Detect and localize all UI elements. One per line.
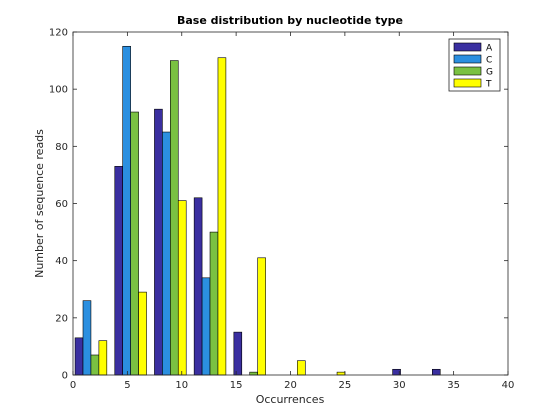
x-axis-label: Occurrences bbox=[256, 393, 325, 406]
bar-A-9 bbox=[432, 368, 441, 376]
y-tick-label: 0 bbox=[62, 371, 68, 382]
x-tick-label: 5 bbox=[124, 380, 130, 391]
bar-G-2 bbox=[170, 60, 179, 376]
x-tick-label: 0 bbox=[70, 380, 76, 391]
x-tick-label: 40 bbox=[502, 380, 515, 391]
bar-G-4 bbox=[249, 371, 258, 376]
legend-swatch-G bbox=[453, 66, 482, 76]
y-tick-label: 80 bbox=[55, 142, 68, 153]
legend-swatch-T bbox=[453, 78, 482, 88]
y-tick-label: 40 bbox=[55, 256, 68, 267]
bar-A-0 bbox=[74, 337, 84, 376]
bar-G-0 bbox=[90, 354, 100, 376]
chart-title: Base distribution by nucleotide type bbox=[177, 14, 403, 27]
bar-T-2 bbox=[177, 200, 187, 376]
bars-group bbox=[74, 45, 441, 376]
bar-C-1 bbox=[122, 45, 131, 376]
bar-C-3 bbox=[201, 277, 211, 376]
bar-C-0 bbox=[82, 300, 92, 376]
bar-A-3 bbox=[193, 197, 203, 376]
bar-T-4 bbox=[257, 257, 266, 376]
x-tick-label: 35 bbox=[447, 380, 460, 391]
x-tick-label: 15 bbox=[230, 380, 243, 391]
legend-label-T: T bbox=[485, 80, 492, 90]
bar-T-5 bbox=[297, 360, 306, 376]
bar-T-6 bbox=[336, 371, 346, 376]
y-axis: 0 20 40 60 80 100 120 bbox=[49, 28, 508, 382]
legend-label-A: A bbox=[486, 44, 493, 54]
bar-G-1 bbox=[130, 111, 139, 376]
bar-T-1 bbox=[138, 291, 147, 376]
legend-swatch-A bbox=[453, 42, 482, 52]
legend-label-G: G bbox=[486, 68, 493, 78]
bar-A-4 bbox=[233, 331, 243, 376]
bar-A-1 bbox=[114, 166, 123, 376]
y-tick-label: 60 bbox=[55, 199, 68, 210]
legend-swatch-C bbox=[453, 54, 482, 64]
bar-A-2 bbox=[154, 108, 163, 376]
legend-label-C: C bbox=[486, 56, 492, 66]
bar-T-3 bbox=[217, 57, 227, 376]
y-tick-label: 100 bbox=[49, 85, 68, 96]
bar-T-0 bbox=[98, 340, 108, 376]
y-tick-label: 20 bbox=[55, 313, 68, 324]
x-axis: 0 5 10 15 20 25 30 35 40 bbox=[70, 32, 515, 391]
bar-C-2 bbox=[162, 131, 171, 376]
x-tick-label: 25 bbox=[339, 380, 352, 391]
bar-G-3 bbox=[209, 231, 219, 376]
y-tick-label: 120 bbox=[49, 28, 68, 39]
x-tick-label: 20 bbox=[284, 380, 297, 391]
x-tick-label: 10 bbox=[175, 380, 188, 391]
y-axis-label: Number of sequence reads bbox=[33, 129, 46, 278]
x-tick-label: 30 bbox=[393, 380, 406, 391]
